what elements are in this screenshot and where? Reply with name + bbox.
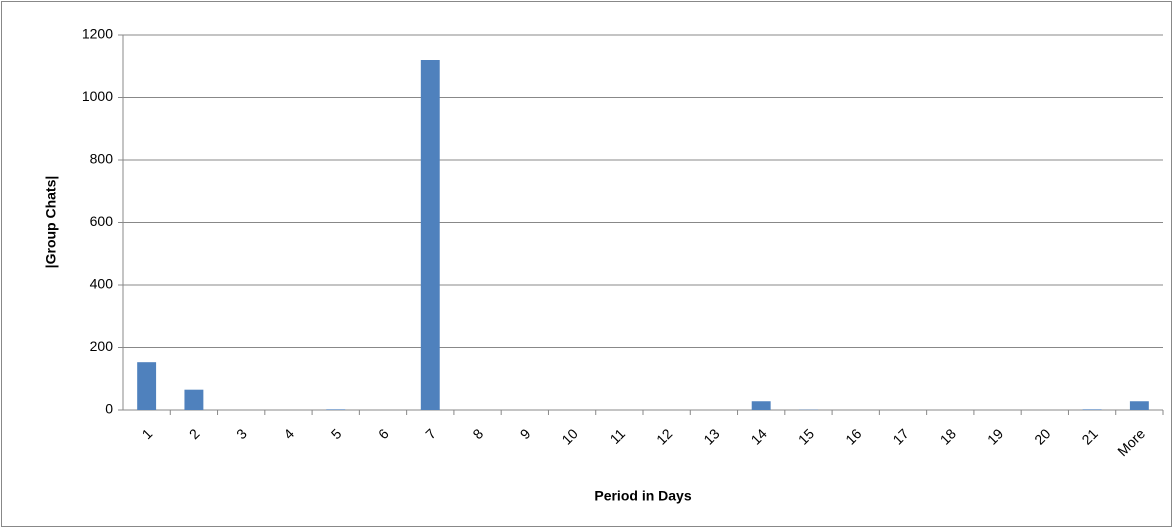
- y-tick-label: 0: [105, 401, 113, 417]
- y-tick-label: 1000: [82, 88, 113, 104]
- bar: [1129, 401, 1149, 410]
- bar: [326, 409, 346, 410]
- y-tick-label: 200: [90, 338, 114, 354]
- y-tick-label: 1200: [82, 26, 113, 42]
- y-tick-label: 600: [90, 213, 114, 229]
- bar: [1082, 409, 1102, 410]
- y-tick-label: 800: [90, 151, 114, 167]
- y-axis-title: |Group Chats|: [43, 176, 59, 269]
- bar: [137, 362, 157, 410]
- bar: [420, 60, 440, 410]
- bar: [751, 401, 771, 410]
- bar: [184, 389, 204, 410]
- y-tick-label: 400: [90, 276, 114, 292]
- x-axis-title: Period in Days: [594, 488, 691, 504]
